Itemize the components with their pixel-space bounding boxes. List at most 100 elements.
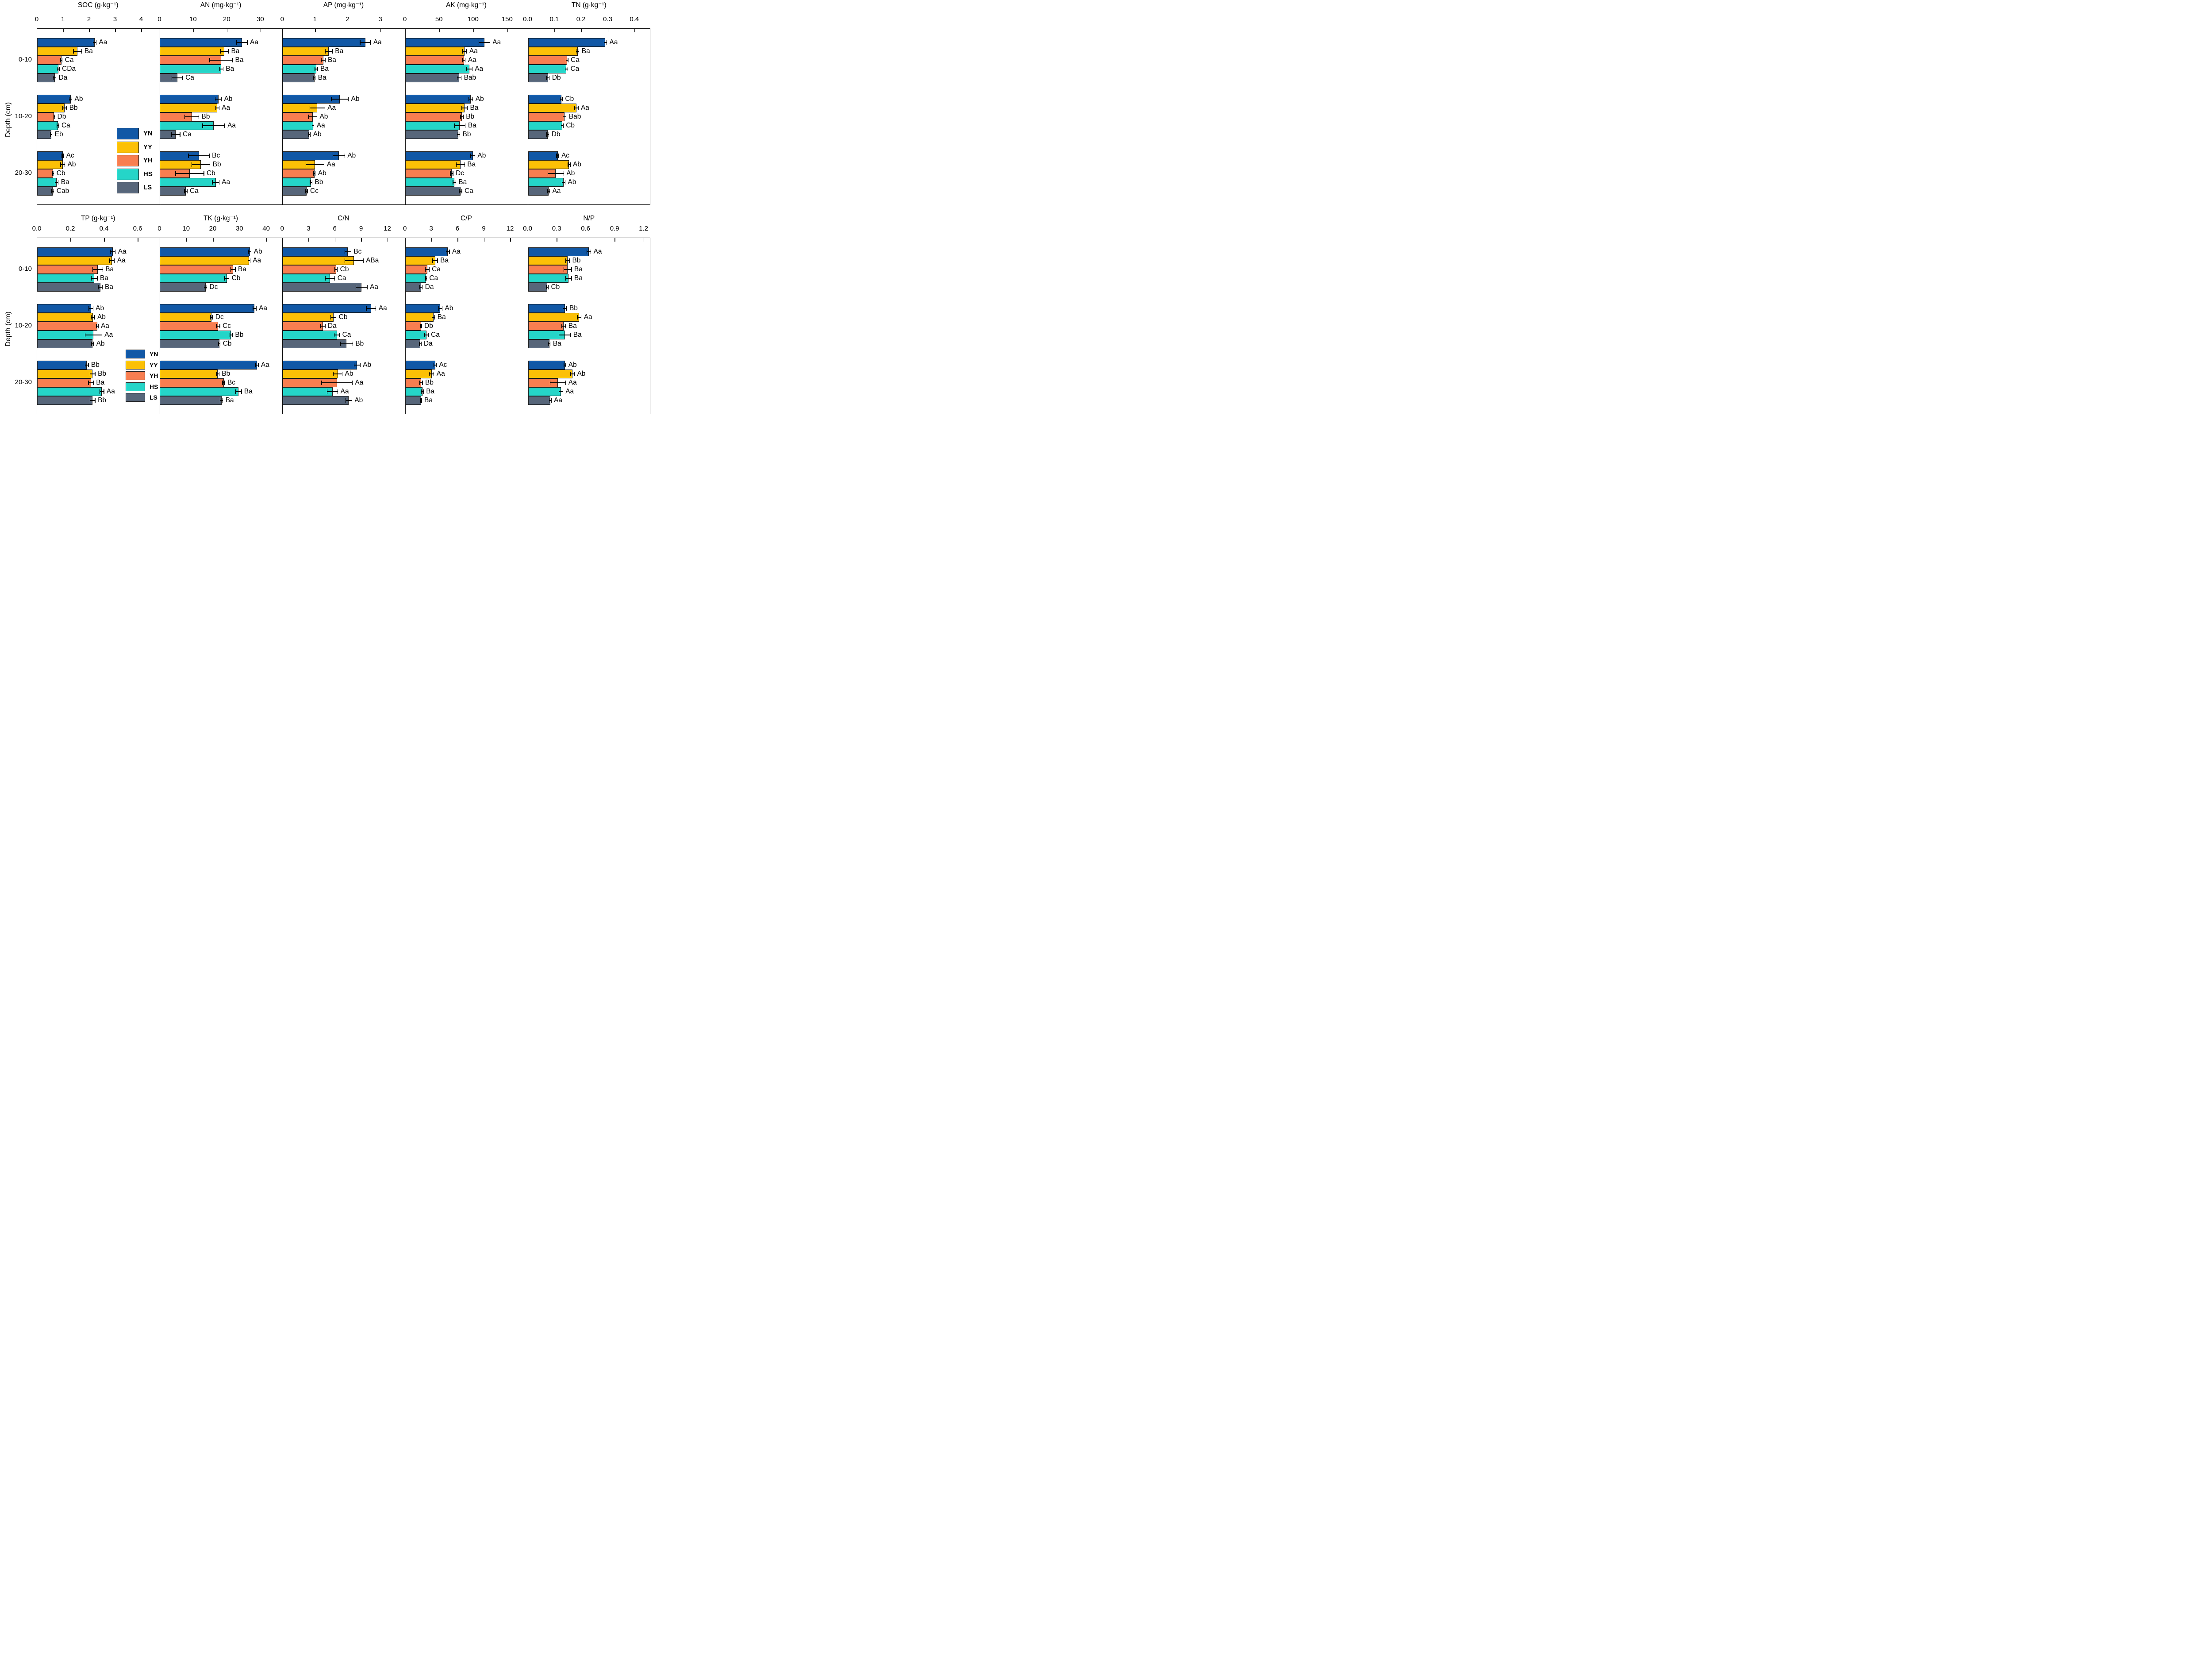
axis-tick-label: 0.2 [576,15,586,23]
significance-label: Ba [574,266,583,273]
error-bar-cap [63,154,64,158]
significance-label: Aa [436,370,445,377]
significance-label: Cb [338,313,348,321]
bar-LS [528,396,550,405]
error-bar [171,134,180,135]
significance-label: Ab [96,304,104,312]
significance-label: Ba [568,322,577,330]
figure: Depth (cm) 0-10 10-20 20-30 Aa Ba Ca CDa Da Ab Bb D… [0,0,655,418]
axis-tick-label: 0 [280,15,284,23]
bar-LS [282,283,362,292]
error-bar-cap [54,115,55,119]
bar-LS [405,339,420,348]
error-bar-cap [556,154,557,158]
error-bar-cap [438,306,439,311]
bar-YH [37,322,98,331]
legend-swatch-HS [126,382,145,391]
axis-tick-label: 2 [87,15,91,23]
error-bar-cap [232,333,233,337]
significance-label: Ba [553,340,561,347]
axis-tick-mark [315,29,316,32]
error-bar-cap [547,189,548,193]
error-bar [100,391,104,392]
axis-tick-label: 30 [235,225,243,232]
error-bar [333,155,345,156]
significance-label: Ab [577,370,586,377]
significance-label: Aa [452,248,461,255]
significance-label: Ba [320,65,329,73]
bar-YH [528,265,568,274]
axis-tick-label: 1.2 [639,225,649,232]
bar-YY [405,160,461,169]
error-bar [172,77,183,78]
axis-tick-label: 0.6 [133,225,142,232]
axis-tick-label: 0.4 [630,15,639,23]
bar-HS [528,121,562,130]
significance-label: Cc [310,187,319,195]
significance-label: Cb [565,95,574,103]
error-bar [419,382,423,383]
error-bar-cap [461,189,462,193]
error-bar-cap [58,123,59,128]
legend-label: LS [150,394,157,401]
significance-label: Cb [566,122,575,129]
significance-label: Da [327,322,337,330]
significance-label: Bb [91,361,100,369]
significance-label: Bc [353,248,362,255]
significance-label: Bb [572,257,581,264]
axis-tick-label: 0.4 [99,225,109,232]
significance-label: Ca [183,131,192,138]
significance-label: Ba [574,274,583,282]
error-bar-cap [574,372,575,376]
panel-title: N/P [583,215,595,222]
axis-tick-label: 0 [35,15,39,23]
error-bar-cap [320,324,321,328]
bar-LS [282,187,307,196]
error-bar [345,260,364,261]
error-bar [61,164,65,165]
axis-tick-label: 0 [403,15,407,23]
bar-HS [37,178,57,187]
significance-label: Cb [340,266,349,273]
axis-tick-mark [510,238,511,242]
bar-HS [528,387,561,396]
axis-tick-mark [266,238,267,242]
significance-label: Ab [67,161,76,168]
error-bar-cap [94,315,95,320]
bar-YY [160,370,218,378]
bar-HS [405,387,422,396]
axis-tick-label: 4 [139,15,143,23]
bar-HS [282,121,313,130]
error-bar-cap [62,106,63,110]
depth-tick-label: 20-30 [15,169,32,177]
bar-HS [405,178,455,187]
error-bar-cap [546,132,547,137]
significance-label: Ab [572,161,581,168]
bar-YN [528,304,565,313]
error-bar-cap [472,97,473,101]
error-bar-cap [110,250,111,254]
error-bar-cap [426,276,427,281]
bar-YH [160,378,224,387]
legend-item: YN [126,350,158,358]
bar-YY [282,256,354,265]
error-bar-cap [565,381,566,385]
axis-tick-mark [431,238,432,242]
bar-YY [405,47,465,56]
error-bar-cap [60,58,61,62]
bar-HS [528,178,564,187]
error-bar-cap [236,40,237,45]
bar-YN [405,361,435,370]
error-bar [457,134,460,135]
error-bar-cap [467,106,468,110]
panel-title: TN (g·kg⁻¹) [571,1,607,9]
significance-label: Ba [458,178,467,186]
error-bar [457,77,461,78]
error-bar-cap [546,76,547,80]
bar-YY [282,370,338,378]
error-bar-cap [466,49,467,54]
error-bar-cap [421,398,422,403]
bar-LS [528,187,549,196]
axis-tick-mark [193,29,194,32]
bar-HS [160,387,239,396]
